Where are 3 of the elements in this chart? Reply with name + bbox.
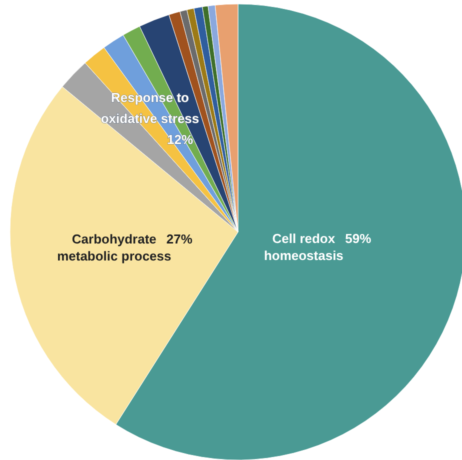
data-label: 27% — [166, 232, 193, 247]
slice-label: Cell redox homeostasis — [264, 231, 344, 264]
data-label: 59% — [345, 231, 372, 246]
